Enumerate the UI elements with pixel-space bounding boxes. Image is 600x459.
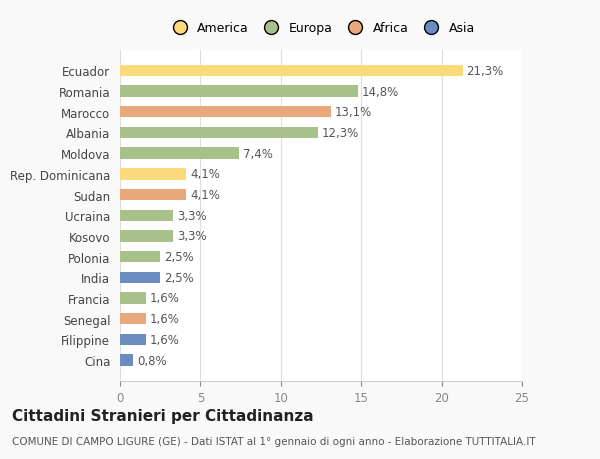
Text: 2,5%: 2,5% — [164, 271, 194, 284]
Text: Cittadini Stranieri per Cittadinanza: Cittadini Stranieri per Cittadinanza — [12, 409, 314, 424]
Bar — [120, 252, 160, 263]
Bar — [120, 66, 463, 77]
Text: 3,3%: 3,3% — [177, 230, 207, 243]
Legend: America, Europa, Africa, Asia: America, Europa, Africa, Asia — [162, 17, 480, 40]
Text: 21,3%: 21,3% — [467, 65, 504, 78]
Bar — [120, 355, 133, 366]
Bar — [120, 272, 160, 283]
Text: 4,1%: 4,1% — [190, 189, 220, 202]
Bar — [120, 231, 173, 242]
Text: 13,1%: 13,1% — [335, 106, 372, 119]
Text: 12,3%: 12,3% — [322, 127, 359, 140]
Text: 2,5%: 2,5% — [164, 251, 194, 263]
Bar — [120, 86, 358, 97]
Text: COMUNE DI CAMPO LIGURE (GE) - Dati ISTAT al 1° gennaio di ogni anno - Elaborazio: COMUNE DI CAMPO LIGURE (GE) - Dati ISTAT… — [12, 436, 536, 446]
Text: 1,6%: 1,6% — [150, 292, 179, 305]
Text: 1,6%: 1,6% — [150, 333, 179, 346]
Bar — [120, 190, 186, 201]
Bar — [120, 313, 146, 325]
Bar — [120, 210, 173, 221]
Bar — [120, 107, 331, 118]
Bar — [120, 334, 146, 345]
Text: 1,6%: 1,6% — [150, 313, 179, 325]
Text: 3,3%: 3,3% — [177, 209, 207, 222]
Text: 4,1%: 4,1% — [190, 168, 220, 181]
Bar — [120, 148, 239, 159]
Bar — [120, 128, 318, 139]
Bar — [120, 293, 146, 304]
Bar — [120, 169, 186, 180]
Text: 14,8%: 14,8% — [362, 85, 399, 98]
Text: 7,4%: 7,4% — [243, 147, 273, 160]
Text: 0,8%: 0,8% — [137, 354, 167, 367]
